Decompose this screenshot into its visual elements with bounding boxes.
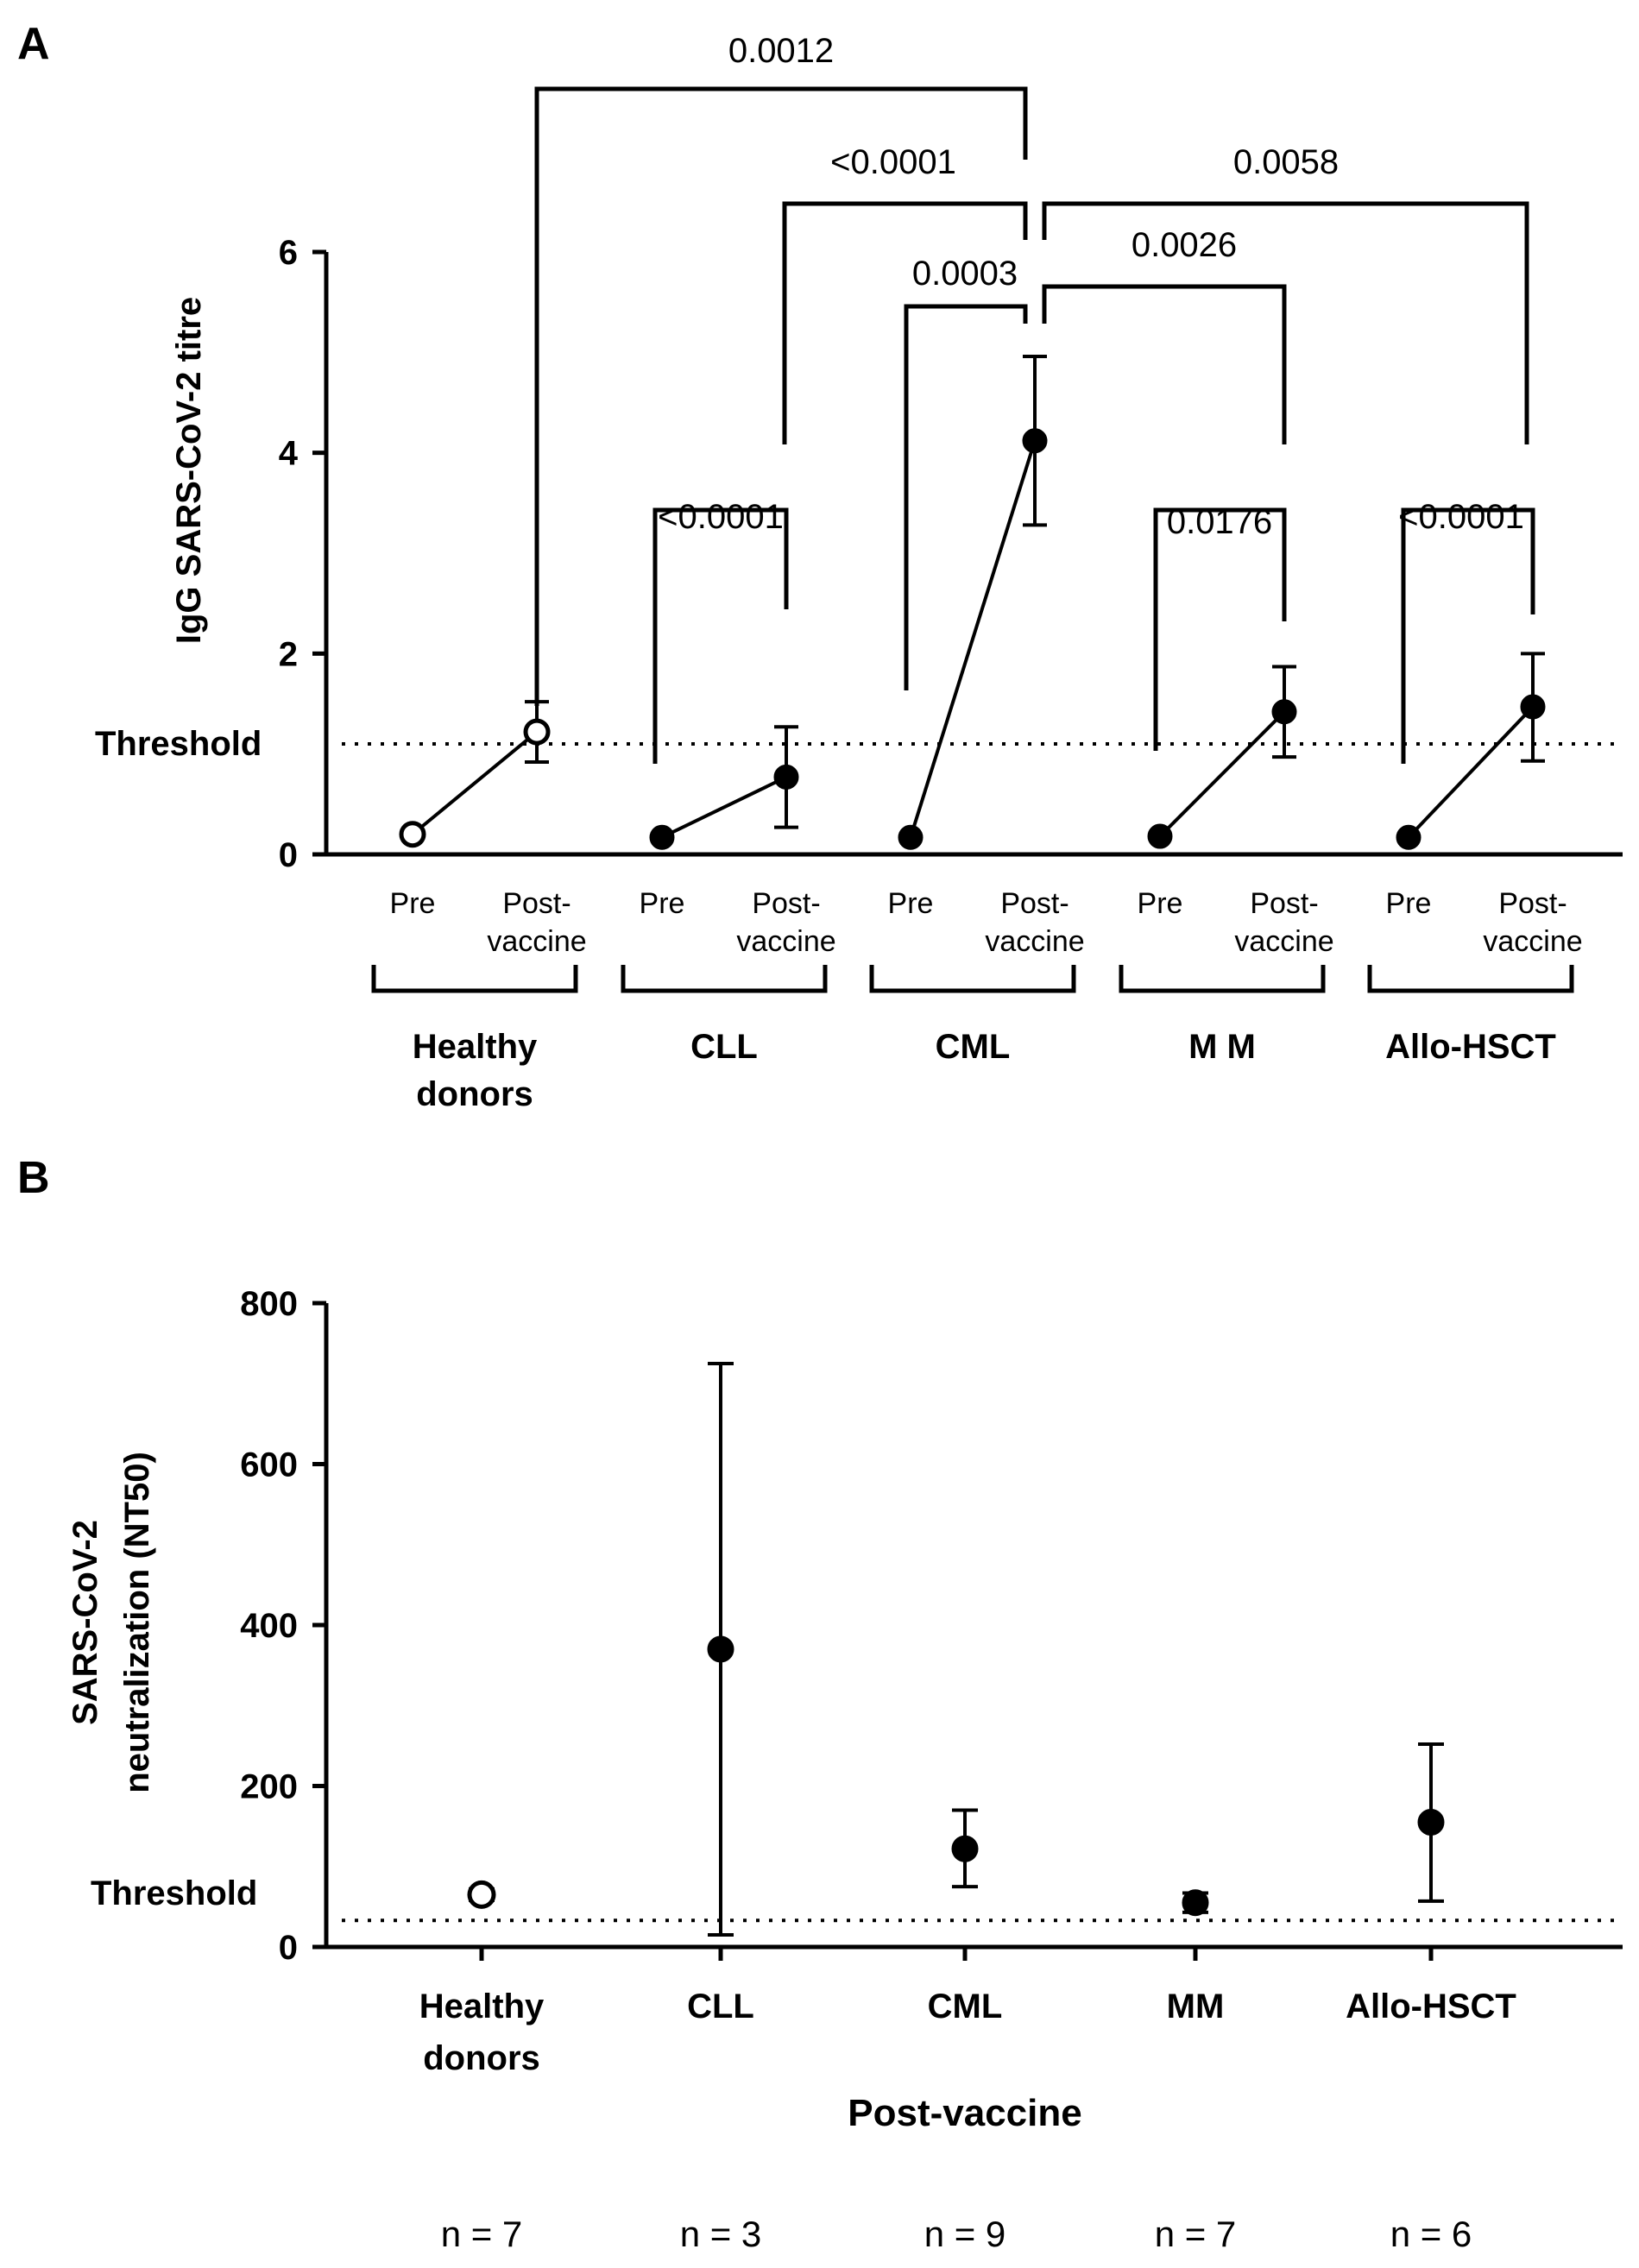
panel-a-p-value: 0.0058 xyxy=(1233,143,1339,181)
panel-a-point-post xyxy=(523,718,551,746)
panel-b-threshold-label: Threshold xyxy=(91,1874,257,1912)
panel-a-x-label-post: vaccine xyxy=(487,925,586,958)
panel-b-y-tick-label: 400 xyxy=(240,1607,298,1645)
panel-a-group-label: Allo-HSCT xyxy=(1385,1028,1556,1066)
panel-b-category-label: Allo-HSCT xyxy=(1346,1988,1516,2025)
panel-b-point xyxy=(1182,1889,1209,1917)
panel-a-significance-bracket xyxy=(782,201,1028,444)
panel-a-x-label-post: Post- xyxy=(1498,887,1567,920)
panel-a-point-pre xyxy=(1396,824,1422,850)
panel-a-significance-bracket xyxy=(1042,201,1529,444)
panel-a-p-value: 0.0012 xyxy=(728,32,834,70)
panel-a-x-label-pre: Pre xyxy=(1386,887,1432,920)
panel-b-n-count: n = 3 xyxy=(680,2214,762,2254)
panel-a-point-pre xyxy=(399,821,426,848)
panel-a-y-tick-label: 4 xyxy=(279,435,299,473)
panel-a-x-label-post: Post- xyxy=(1000,887,1069,920)
panel-a-chart: IgG SARS-CoV-2 titre Threshold 0 2 4 6 Pre Po… xyxy=(95,32,1623,1113)
panel-b-chart: SARS-CoV-2 neutralization (NT50) Thresho… xyxy=(66,1285,1623,2254)
panel-a-significance-bracket xyxy=(904,304,1028,690)
panel-a-group-label: donors xyxy=(416,1075,533,1113)
panel-b-y-tick-label: 0 xyxy=(279,1929,298,1967)
panel-a-group-bracket xyxy=(869,965,1076,993)
panel-a-x-label-pre: Pre xyxy=(640,887,685,920)
panel-a-series-line xyxy=(1158,710,1286,838)
panel-a-p-value: 0.0003 xyxy=(912,255,1018,293)
panel-a-significance-bracket xyxy=(1401,507,1535,764)
panel-a-y-tick-label: 6 xyxy=(279,234,298,272)
panel-a-p-value: 0.0026 xyxy=(1132,226,1237,264)
panel-a-x-label-pre: Pre xyxy=(888,887,934,920)
panel-a-point-pre xyxy=(1147,823,1173,849)
panel-a-x-label-post: Post- xyxy=(1250,887,1318,920)
panel-a-point-post xyxy=(773,764,799,790)
panel-a-significance-bracket xyxy=(1042,284,1287,444)
panel-b-n-count: n = 7 xyxy=(1155,2214,1237,2254)
panel-a-group-label: Healthy xyxy=(413,1028,538,1066)
panel-b-label: B xyxy=(17,1153,50,1203)
panel-b-y-tick-label: 200 xyxy=(240,1768,298,1806)
panel-b-category-label: Healthy xyxy=(419,1988,545,2025)
panel-a-point-post xyxy=(1022,428,1048,454)
panel-b-n-count: n = 7 xyxy=(441,2214,523,2254)
panel-a-x-label-post: vaccine xyxy=(1234,925,1333,958)
panel-a-significance-bracket xyxy=(652,507,789,764)
panel-a-x-label-post: Post- xyxy=(502,887,570,920)
panel-a-group-bracket xyxy=(621,965,828,993)
panel-a-series-line xyxy=(1407,705,1535,839)
panel-a-series-line xyxy=(909,440,1037,838)
panel-a-point-pre xyxy=(898,824,924,850)
panel-b-n-count: n = 9 xyxy=(924,2214,1006,2254)
panel-a-x-label-pre: Pre xyxy=(1138,887,1183,920)
panel-b-y-label-line2: neutralization (NT50) xyxy=(118,1452,156,1793)
panel-b-category-label: CLL xyxy=(687,1988,754,2025)
panel-a-y-tick-label: 0 xyxy=(279,836,298,874)
panel-a-p-value: 0.0176 xyxy=(1167,503,1272,541)
panel-a-x-label-post: vaccine xyxy=(985,925,1084,958)
panel-b-category-label: MM xyxy=(1167,1988,1225,2025)
panel-b-point xyxy=(951,1835,979,1862)
panel-a-x-label-post: Post- xyxy=(752,887,820,920)
panel-a-significance-bracket xyxy=(534,86,1028,706)
panel-b-category-label: donors xyxy=(423,2039,540,2077)
panel-b-point xyxy=(707,1635,734,1663)
panel-a-point-post xyxy=(1520,694,1546,720)
panel-b-point xyxy=(1417,1808,1445,1836)
panel-a-group-label: CLL xyxy=(690,1028,758,1066)
panel-a-p-value: <0.0001 xyxy=(830,143,956,181)
panel-a-group-label: CML xyxy=(936,1028,1011,1066)
panel-a-x-label-post: vaccine xyxy=(736,925,835,958)
panel-b-y-label-line1: SARS-CoV-2 xyxy=(66,1520,104,1725)
panel-a-group-label: M M xyxy=(1188,1028,1256,1066)
panel-a-p-value: <0.0001 xyxy=(658,498,784,536)
panel-a-threshold-label: Threshold xyxy=(95,725,262,763)
panel-a-series-line xyxy=(661,775,787,840)
panel-a-label: A xyxy=(17,19,50,69)
panel-a-y-label: IgG SARS-CoV-2 titre xyxy=(170,297,208,644)
panel-a-x-label-pre: Pre xyxy=(390,887,436,920)
panel-b-category-label: CML xyxy=(928,1988,1003,2025)
panel-a-series-line xyxy=(411,730,539,836)
panel-a-group-bracket xyxy=(1367,965,1574,993)
panel-a-group-bracket xyxy=(1119,965,1326,993)
panel-a-significance-bracket xyxy=(1153,507,1287,751)
panel-a-x-label-post: vaccine xyxy=(1483,925,1582,958)
panel-a-point-post xyxy=(1271,699,1297,725)
panel-b-y-tick-label: 800 xyxy=(240,1285,298,1323)
panel-b-point xyxy=(467,1880,496,1909)
panel-a-point-pre xyxy=(649,824,675,850)
panel-b-x-title: Post-vaccine xyxy=(848,2092,1081,2134)
panel-a-p-value: <0.0001 xyxy=(1398,498,1524,536)
panel-a-y-tick-label: 2 xyxy=(279,635,298,673)
panel-a-group-bracket xyxy=(371,965,578,993)
panel-b-y-tick-label: 600 xyxy=(240,1446,298,1484)
panel-b-n-count: n = 6 xyxy=(1390,2214,1472,2254)
